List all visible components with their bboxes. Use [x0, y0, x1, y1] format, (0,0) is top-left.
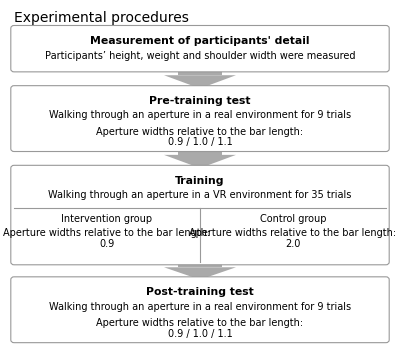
Text: Pre-training test: Pre-training test: [149, 96, 251, 106]
FancyBboxPatch shape: [11, 86, 389, 152]
Text: Intervention group: Intervention group: [62, 214, 152, 224]
Text: Post-training test: Post-training test: [146, 287, 254, 297]
Text: Aperture widths relative to the bar length:: Aperture widths relative to the bar leng…: [4, 228, 210, 238]
Text: Participants’ height, weight and shoulder width were measured: Participants’ height, weight and shoulde…: [45, 51, 355, 61]
Polygon shape: [164, 155, 236, 168]
Text: Measurement of participants' detail: Measurement of participants' detail: [90, 36, 310, 46]
Polygon shape: [164, 75, 236, 88]
Text: Walking through an aperture in a real environment for 9 trials: Walking through an aperture in a real en…: [49, 302, 351, 312]
Text: 2.0: 2.0: [285, 239, 301, 249]
Polygon shape: [178, 149, 222, 155]
Text: Walking through an aperture in a real environment for 9 trials: Walking through an aperture in a real en…: [49, 110, 351, 120]
Polygon shape: [164, 267, 236, 280]
Polygon shape: [178, 69, 222, 75]
FancyBboxPatch shape: [11, 25, 389, 72]
Text: 0.9 / 1.0 / 1.1: 0.9 / 1.0 / 1.1: [168, 137, 232, 147]
Polygon shape: [178, 262, 222, 267]
Text: Experimental procedures: Experimental procedures: [14, 11, 189, 25]
Text: Aperture widths relative to the bar length:: Aperture widths relative to the bar leng…: [190, 228, 396, 238]
Text: 0.9 / 1.0 / 1.1: 0.9 / 1.0 / 1.1: [168, 329, 232, 338]
Text: Aperture widths relative to the bar length:: Aperture widths relative to the bar leng…: [96, 318, 304, 328]
Text: Aperture widths relative to the bar length:: Aperture widths relative to the bar leng…: [96, 127, 304, 137]
Text: Training: Training: [175, 176, 225, 186]
FancyBboxPatch shape: [11, 277, 389, 343]
Text: Control group: Control group: [260, 214, 326, 224]
Text: Walking through an aperture in a VR environment for 35 trials: Walking through an aperture in a VR envi…: [48, 190, 352, 200]
Text: 0.9: 0.9: [99, 239, 115, 249]
FancyBboxPatch shape: [11, 165, 389, 265]
